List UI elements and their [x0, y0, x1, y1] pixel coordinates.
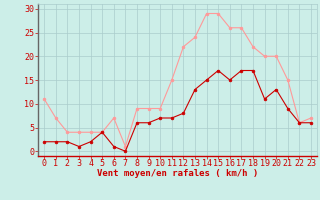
- X-axis label: Vent moyen/en rafales ( km/h ): Vent moyen/en rafales ( km/h ): [97, 169, 258, 178]
